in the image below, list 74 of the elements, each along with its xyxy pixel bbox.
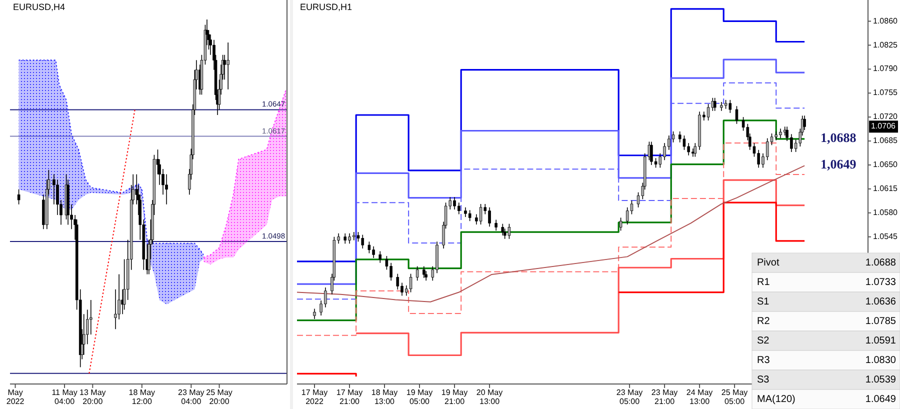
candlestick: [416, 266, 419, 282]
x-tick-label: 19 May 21:00: [441, 388, 468, 406]
candlestick: [619, 217, 622, 232]
annotation: 1.0636: [865, 296, 896, 308]
x-tick-label: 11 May 04:00: [52, 388, 78, 406]
annotation: 1.0830: [865, 354, 896, 366]
candlestick: [706, 104, 710, 121]
x-tick-label: 17 May 21:00: [336, 388, 363, 406]
y-tick-label: 1.0615: [873, 184, 898, 194]
x-tick-label: 23 May 04:00: [178, 388, 204, 406]
y-tick-label: 1.0580: [873, 208, 898, 217]
x-tick-label: 20 May 13:00: [476, 388, 503, 406]
annotation: Pivot: [757, 257, 780, 268]
candlestick: [626, 207, 629, 225]
text: 1.0649: [865, 394, 896, 405]
x-tick-label: 19 May 05:00: [406, 388, 433, 406]
annotation: 1.0539: [865, 374, 896, 386]
candlestick: [494, 219, 498, 232]
candlestick: [508, 223, 511, 240]
candlestick: [368, 241, 371, 254]
x-tick-label: May 2022: [6, 388, 25, 406]
y-tick-label: 1.0825: [873, 40, 898, 50]
y-tick-label: 1.0755: [873, 88, 898, 98]
annotation: 1.0591: [865, 335, 896, 346]
candlestick: [503, 228, 506, 240]
annotation: S2: [757, 335, 770, 346]
x-tick-label: 25 May 20:00: [206, 388, 232, 406]
annotation: 1,0649: [820, 156, 857, 172]
x-tick-label: 18 May 13:00: [371, 388, 398, 406]
candlestick: [409, 273, 412, 293]
x-tick-label: 23 May 21:00: [651, 388, 678, 406]
candlestick: [378, 250, 382, 264]
x-tick-label: 17 May 2022: [301, 388, 328, 406]
chart-title: EURUSD,H1: [300, 2, 352, 12]
candlestick: [344, 233, 347, 244]
annotation: S1: [757, 296, 770, 308]
x-tick-label: 18 May 12:00: [128, 388, 156, 406]
candlestick: [501, 223, 504, 236]
annotation: 1.0733: [865, 276, 896, 288]
candlestick: [468, 210, 472, 222]
x-tick-label: 24 May 13:00: [686, 388, 713, 406]
annotation: 1.0785: [865, 316, 896, 327]
text: MA(120): [757, 394, 796, 405]
annotation: R2: [757, 316, 770, 327]
text: 1.0706: [871, 122, 896, 131]
x-tick-label: 25 May 05:00: [721, 388, 748, 406]
chart-title: EURUSD,H4: [13, 2, 66, 12]
candlestick: [226, 42, 230, 90]
y-tick-label: 1.0720: [873, 112, 898, 122]
y-tick-label: 1.0650: [873, 160, 898, 170]
candlestick: [713, 97, 716, 112]
candlestick: [682, 135, 686, 150]
y-tick-label: 1.0685: [873, 136, 898, 146]
x-tick-label: 23 May 05:00: [616, 388, 643, 406]
candlestick: [424, 270, 428, 282]
candlestick: [479, 204, 482, 225]
annotation: S3: [757, 374, 770, 386]
candlestick: [672, 131, 675, 143]
y-tick-label: 1.0860: [873, 16, 898, 26]
candlestick: [356, 232, 360, 242]
candlestick: [313, 308, 316, 320]
candlestick: [728, 100, 732, 114]
x-tick-label: 13 May 20:00: [80, 388, 106, 406]
annotation: 1.0688: [865, 257, 896, 268]
y-tick-label: 1.0545: [873, 232, 898, 241]
annotation: 1,0688: [820, 130, 857, 145]
annotation: R1: [757, 276, 770, 288]
candlestick: [735, 106, 738, 124]
candlestick: [17, 188, 20, 205]
candlestick: [457, 202, 460, 215]
candlestick: [396, 273, 400, 290]
candlestick: [422, 266, 426, 278]
annotation: R3: [757, 354, 770, 366]
y-tick-label: 1.0790: [873, 64, 898, 74]
